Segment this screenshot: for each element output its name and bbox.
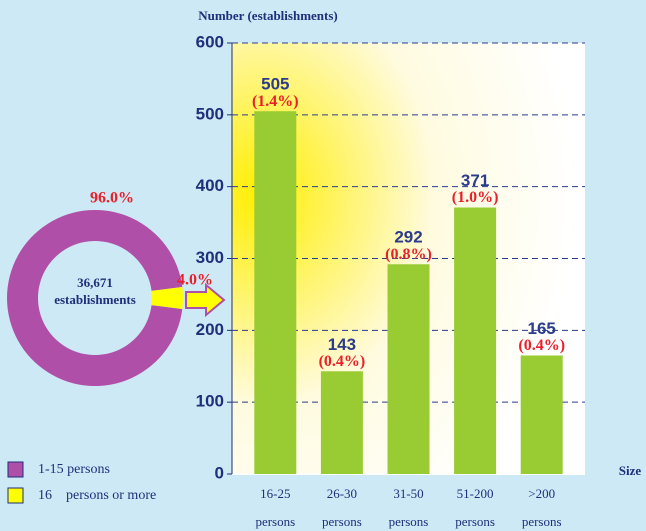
bar	[254, 111, 297, 474]
share-label: (0.4%)	[319, 353, 366, 370]
legend-label: 16 persons or more	[38, 488, 156, 503]
total-value: 36,671	[77, 275, 113, 290]
bar	[520, 355, 563, 474]
bar	[320, 371, 363, 474]
value-label: 371	[461, 171, 489, 190]
x-tick-label: 26-30	[327, 486, 357, 501]
total-unit: establishments	[54, 292, 136, 307]
x-tick-label: >200	[528, 486, 555, 501]
share-label: (1.0%)	[452, 189, 499, 206]
arrow	[185, 282, 226, 318]
share-label: (0.8%)	[385, 246, 432, 263]
y-tick-label: 0	[215, 463, 224, 482]
value-label: 292	[394, 228, 422, 247]
y-axis-label: Number (establishments)	[198, 8, 338, 23]
y-tick-label: 600	[196, 32, 224, 51]
legend-label: 1-15 persons	[38, 462, 110, 477]
x-tick-label: 16-25	[260, 486, 290, 501]
slice-label: 96.0%	[90, 190, 134, 207]
share-label: (1.4%)	[252, 93, 299, 110]
x-tick-label: persons	[455, 514, 495, 529]
share-label: (0.4%)	[518, 337, 565, 354]
x-axis-label: Size	[619, 463, 642, 478]
value-label: 165	[528, 319, 556, 338]
slice-label: 4.0%	[177, 272, 213, 289]
y-tick-label: 200	[196, 320, 224, 339]
bar	[387, 264, 430, 474]
x-tick-label: 31-50	[393, 486, 423, 501]
x-tick-label: persons	[389, 514, 429, 529]
value-label: 505	[261, 75, 289, 94]
legend-swatch	[7, 461, 24, 478]
y-tick-label: 400	[196, 176, 224, 195]
y-tick-label: 500	[196, 104, 224, 123]
x-tick-label: persons	[322, 514, 362, 529]
donut-slice	[7, 210, 183, 386]
y-tick-label: 100	[196, 392, 224, 411]
donut-slice	[151, 286, 184, 310]
y-tick-label: 300	[196, 248, 224, 267]
x-tick-label: 51-200	[457, 486, 494, 501]
legend-swatch	[7, 487, 24, 504]
bar	[454, 207, 497, 474]
x-tick-label: persons	[255, 514, 295, 529]
x-tick-label: persons	[522, 514, 562, 529]
value-label: 143	[328, 335, 356, 354]
